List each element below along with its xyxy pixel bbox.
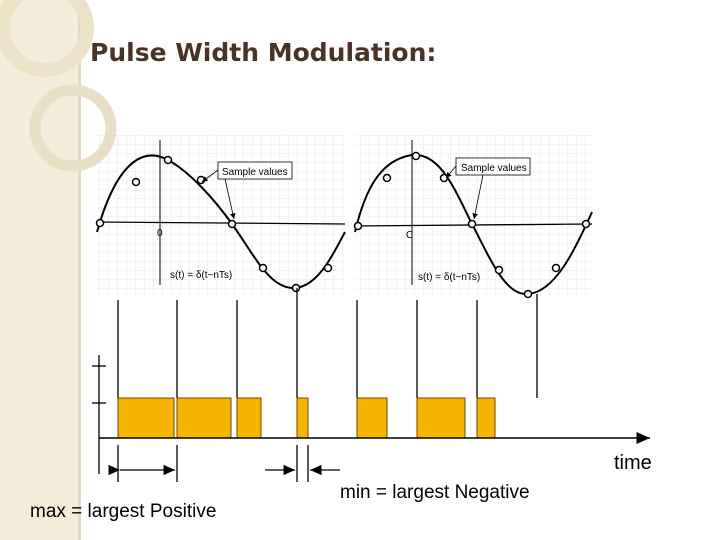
sample-marker: [163, 155, 173, 165]
sample-values-label-right: Sample values: [461, 163, 527, 174]
sample-marker: [439, 173, 449, 183]
sample-marker: [467, 219, 477, 229]
callout-line: [472, 174, 484, 220]
pulse-train: [117, 397, 496, 439]
sample-marker: [494, 265, 504, 275]
sampling-function-label-right: s(t) = δ(t−nTs): [418, 272, 480, 283]
sample-marker: [581, 219, 591, 229]
sample-marker: [411, 151, 421, 161]
pwm-pulse: [416, 397, 466, 439]
sample-marker: [227, 219, 237, 229]
side-strip-edge: [78, 0, 81, 540]
sampling-function-label-left: s(t) = δ(t−nTs): [170, 270, 232, 281]
sample-values-label-left: Sample values: [222, 167, 288, 178]
pwm-pulse: [296, 397, 309, 439]
slide-title: Pulse Width Modulation:: [90, 38, 437, 67]
sample-marker: [291, 283, 301, 293]
decorative-circles: [0, 0, 117, 172]
pwm-pulse: [476, 397, 496, 439]
sine-axis-left: [96, 221, 346, 225]
pwm-pulse: [176, 397, 232, 439]
sample-marker: [95, 218, 105, 228]
origin-label-right: C: [406, 230, 413, 241]
min-width-caption: min = largest Negative: [340, 482, 530, 503]
max-width-caption: max = largest Positive: [30, 501, 217, 522]
origin-label-left: 0: [157, 228, 163, 239]
sample-marker: [353, 221, 363, 231]
projection-lines: [117, 288, 538, 398]
pwm-pulse: [236, 397, 262, 439]
sample-marker: [551, 263, 561, 273]
time-axis-label: time: [614, 452, 652, 474]
sample-marker: [196, 175, 206, 185]
callout-line: [201, 169, 219, 183]
sample-marker: [382, 173, 392, 183]
callout-line: [224, 178, 236, 220]
sample-marker: [523, 289, 533, 299]
pwm-pulse: [356, 397, 388, 439]
pwm-pulse: [117, 397, 175, 439]
sample-marker: [131, 177, 141, 187]
sample-marker: [323, 263, 333, 273]
callout-line: [445, 165, 457, 179]
sample-marker: [258, 263, 268, 273]
